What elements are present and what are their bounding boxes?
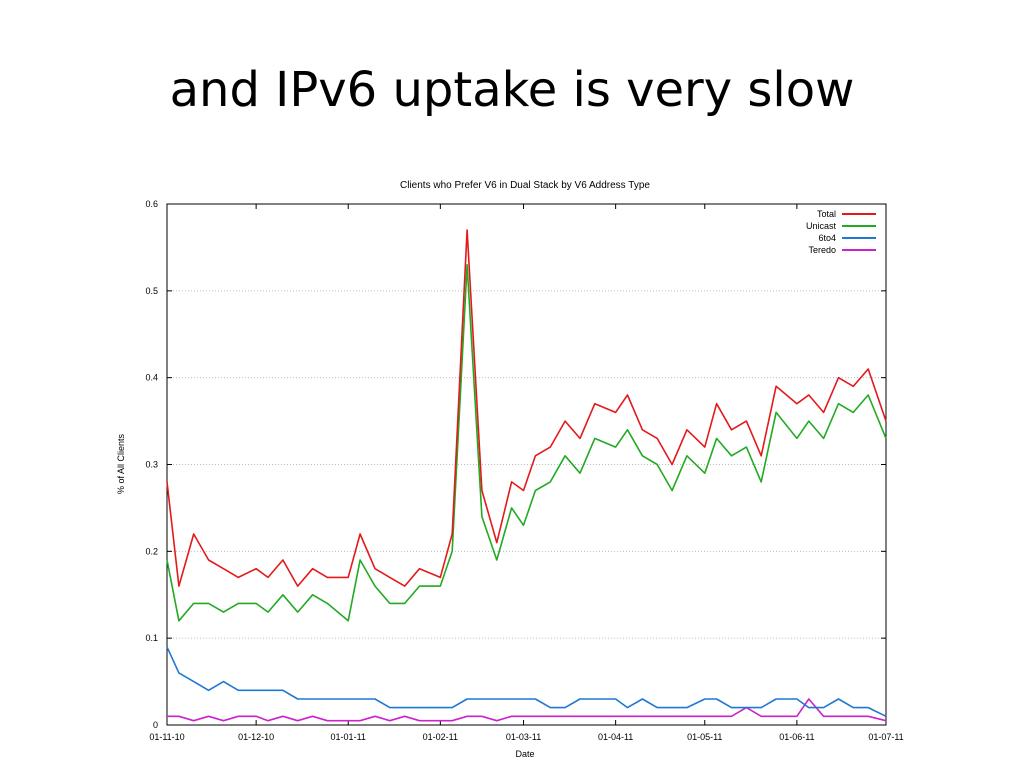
series-layer xyxy=(166,229,887,722)
x-tick-label: 01-01-11 xyxy=(331,732,366,742)
x-tick-label: 01-12-10 xyxy=(238,732,274,742)
legend-label-teredo: Teredo xyxy=(808,245,836,255)
legend-label-unicast: Unicast xyxy=(806,221,837,231)
y-tick-label: 0.1 xyxy=(145,633,158,643)
y-tick-label: 0.3 xyxy=(145,460,158,470)
y-axis-label: % of All Clients xyxy=(116,433,126,494)
x-tick-label: 01-02-11 xyxy=(423,732,458,742)
legend-label-6to4: 6to4 xyxy=(818,233,836,243)
legend-label-total: Total xyxy=(817,209,836,219)
x-tick-label: 01-03-11 xyxy=(506,732,541,742)
series-line-unicast xyxy=(166,264,887,622)
chart-title: Clients who Prefer V6 in Dual Stack by V… xyxy=(400,180,650,191)
legend: Total Unicast 6to4 Teredo xyxy=(806,209,876,255)
y-tick-label: 0.4 xyxy=(145,373,158,383)
series-line-total xyxy=(166,229,887,587)
x-tick-label: 01-07-11 xyxy=(868,732,903,742)
x-tick-label: 01-05-11 xyxy=(687,732,722,742)
grid-layer xyxy=(167,290,886,639)
series-line-teredo xyxy=(167,698,887,722)
y-tick-label: 0.5 xyxy=(145,286,158,296)
x-tick-label: 01-04-11 xyxy=(598,732,633,742)
x-tick-label: 01-06-11 xyxy=(779,732,814,742)
x-axis-label: Date xyxy=(515,749,534,759)
series-line-6to4 xyxy=(166,646,887,718)
y-tick-label: 0.2 xyxy=(145,546,158,556)
y-tick-label: 0.6 xyxy=(145,199,158,209)
slide-title: and IPv6 uptake is very slow xyxy=(169,62,855,118)
plot-frame xyxy=(166,203,887,726)
axis-layer: 0 0.1 0.2 0.3 0.4 0.5 0.6 01-11-10 01-12-10 01-01… xyxy=(145,199,903,742)
y-tick-label: 0 xyxy=(153,720,158,730)
x-tick-label: 01-11-10 xyxy=(149,732,184,742)
